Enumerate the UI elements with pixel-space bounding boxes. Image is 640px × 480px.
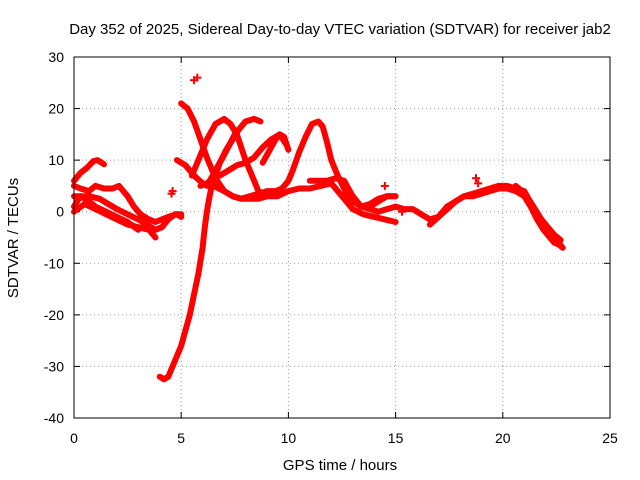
series-track-12	[259, 131, 292, 166]
series-track-1	[71, 157, 107, 184]
scatter-point	[193, 73, 202, 82]
series-track-2	[71, 182, 185, 225]
y-tick-label: 0	[56, 204, 64, 220]
series-track-13	[306, 175, 399, 210]
y-tick-label: -30	[44, 358, 64, 374]
y-tick-label: 10	[48, 152, 64, 168]
y-tick-label: 30	[48, 49, 64, 65]
grid	[74, 57, 610, 418]
series-track-9	[188, 115, 266, 197]
scatter-point	[380, 181, 389, 190]
x-tick-label: 5	[177, 430, 185, 446]
data-series	[71, 73, 566, 383]
y-tick-label: -10	[44, 255, 64, 271]
x-tick-label: 10	[281, 430, 297, 446]
series-track-16	[426, 185, 566, 251]
x-tick-label: 0	[70, 430, 78, 446]
x-tick-label: 20	[495, 430, 511, 446]
plot-frame	[73, 56, 611, 419]
scatter-point	[398, 207, 407, 216]
series-track-14	[341, 190, 399, 215]
scatter-point	[474, 179, 483, 188]
series-track-5	[71, 201, 159, 241]
y-tick-label: 20	[48, 101, 64, 117]
scatter-point	[167, 189, 176, 198]
x-tick-label: 15	[388, 430, 404, 446]
y-tick-label: -20	[44, 307, 64, 323]
x-tick-label: 25	[602, 430, 618, 446]
scatter-point	[472, 174, 480, 183]
series-track-17	[512, 182, 564, 244]
chart-title: Day 352 of 2025, Sidereal Day-to-day VTE…	[69, 21, 611, 38]
y-axis-label: SDTVAR / TECUs	[5, 178, 22, 298]
y-tick-label: -40	[44, 410, 64, 426]
series-track-4	[71, 193, 185, 233]
x-axis-label: GPS time / hours	[283, 457, 397, 474]
series-track-10	[203, 115, 264, 189]
